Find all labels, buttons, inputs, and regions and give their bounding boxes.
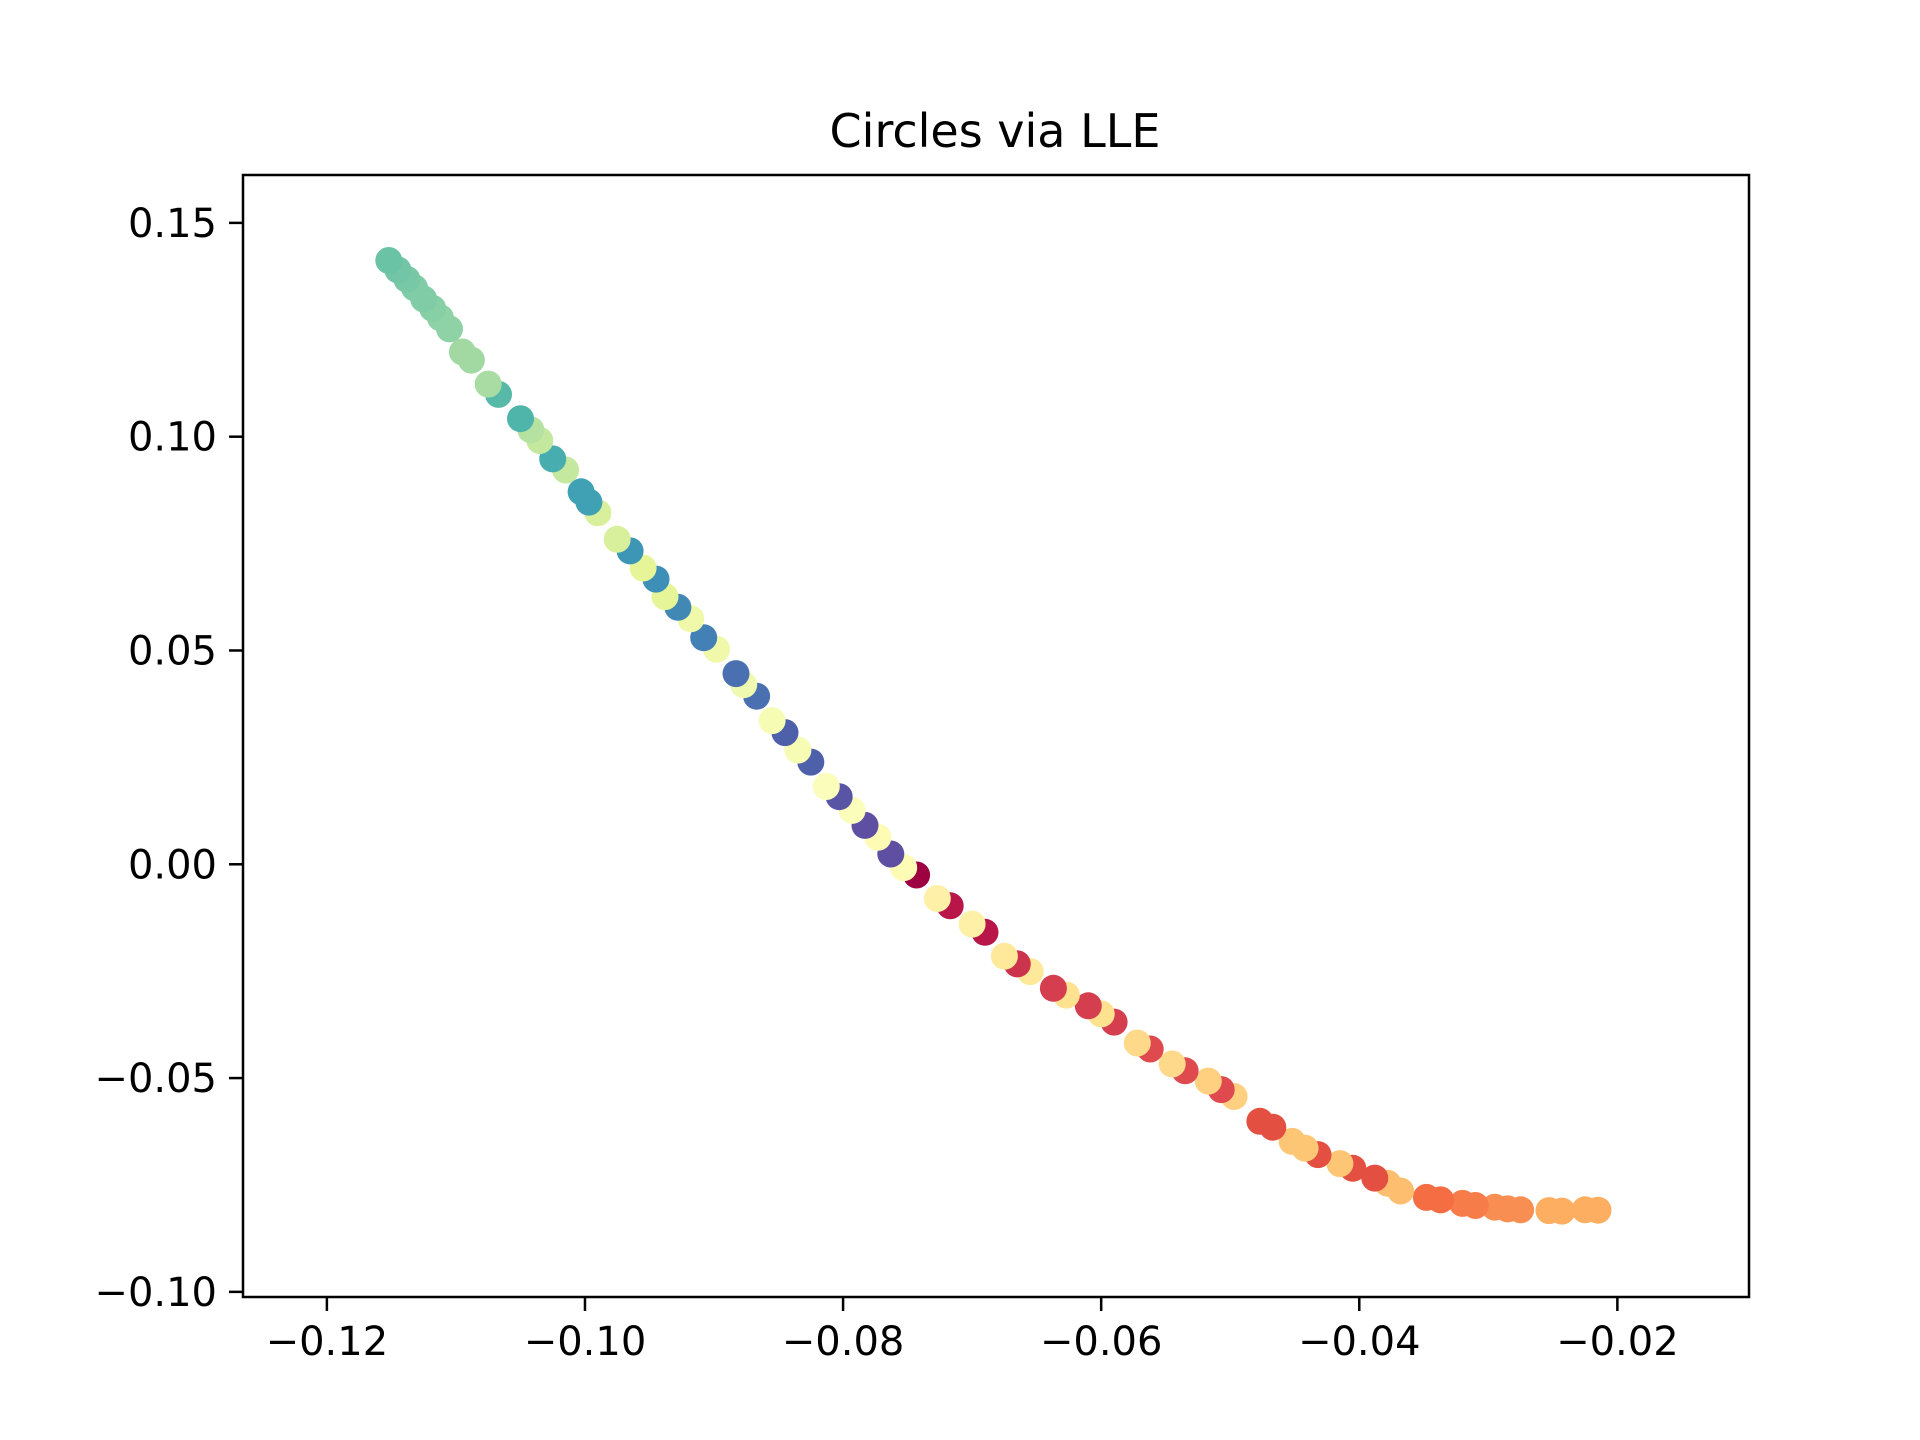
data-point-3 <box>1535 1197 1563 1225</box>
data-point-30 <box>1074 992 1102 1020</box>
x-tick-label-4: −0.04 <box>1298 1319 1421 1365</box>
y-tick-label-0: 0.15 <box>128 201 217 247</box>
x-tick-label-2: −0.08 <box>782 1319 905 1365</box>
data-point-20 <box>1246 1107 1274 1135</box>
data-point-13 <box>1361 1164 1389 1192</box>
data-point-32 <box>1039 974 1067 1002</box>
data-point-23 <box>1194 1067 1222 1095</box>
data-point-47 <box>812 773 840 800</box>
y-tick-label-2: 0.05 <box>128 628 217 674</box>
data-point-6 <box>1481 1193 1509 1221</box>
data-point-27 <box>1123 1029 1151 1057</box>
data-point-75 <box>448 338 476 366</box>
y-tick-label-4: −0.05 <box>94 1056 217 1102</box>
data-point-56 <box>690 624 718 652</box>
data-point-1 <box>1571 1196 1599 1224</box>
data-point-66 <box>567 478 595 506</box>
x-tick-label-1: −0.10 <box>524 1319 647 1365</box>
plot-frame <box>241 173 1751 1299</box>
points-layer <box>375 247 1612 1225</box>
chart-title: Circles via LLE <box>830 104 1161 158</box>
x-tick-label-5: −0.02 <box>1556 1319 1679 1365</box>
data-point-39 <box>923 885 951 912</box>
data-point-73 <box>474 370 502 398</box>
data-point-15 <box>1326 1150 1354 1178</box>
data-point-71 <box>507 405 534 433</box>
data-point-54 <box>722 660 750 688</box>
x-tick-label-3: −0.06 <box>1040 1319 1163 1365</box>
data-point-37 <box>958 910 986 938</box>
data-point-35 <box>990 942 1018 970</box>
data-point-25 <box>1158 1050 1186 1078</box>
data-point-51 <box>758 707 786 735</box>
data-point-10 <box>1412 1183 1440 1211</box>
data-point-8 <box>1449 1189 1476 1217</box>
y-axis: 0.15 0.10 0.05 0.00 −0.05 −0.10 <box>94 201 243 1316</box>
y-tick-label-1: 0.10 <box>128 415 217 461</box>
x-tick-label-0: −0.12 <box>266 1319 389 1365</box>
x-axis: −0.12 −0.10 −0.08 −0.06 −0.04 −0.02 <box>266 1297 1679 1365</box>
data-point-83 <box>375 247 403 274</box>
y-tick-label-5: −0.10 <box>94 1270 217 1316</box>
data-point-63 <box>603 525 631 553</box>
data-point-18 <box>1278 1127 1306 1155</box>
y-tick-label-3: 0.00 <box>128 842 217 888</box>
